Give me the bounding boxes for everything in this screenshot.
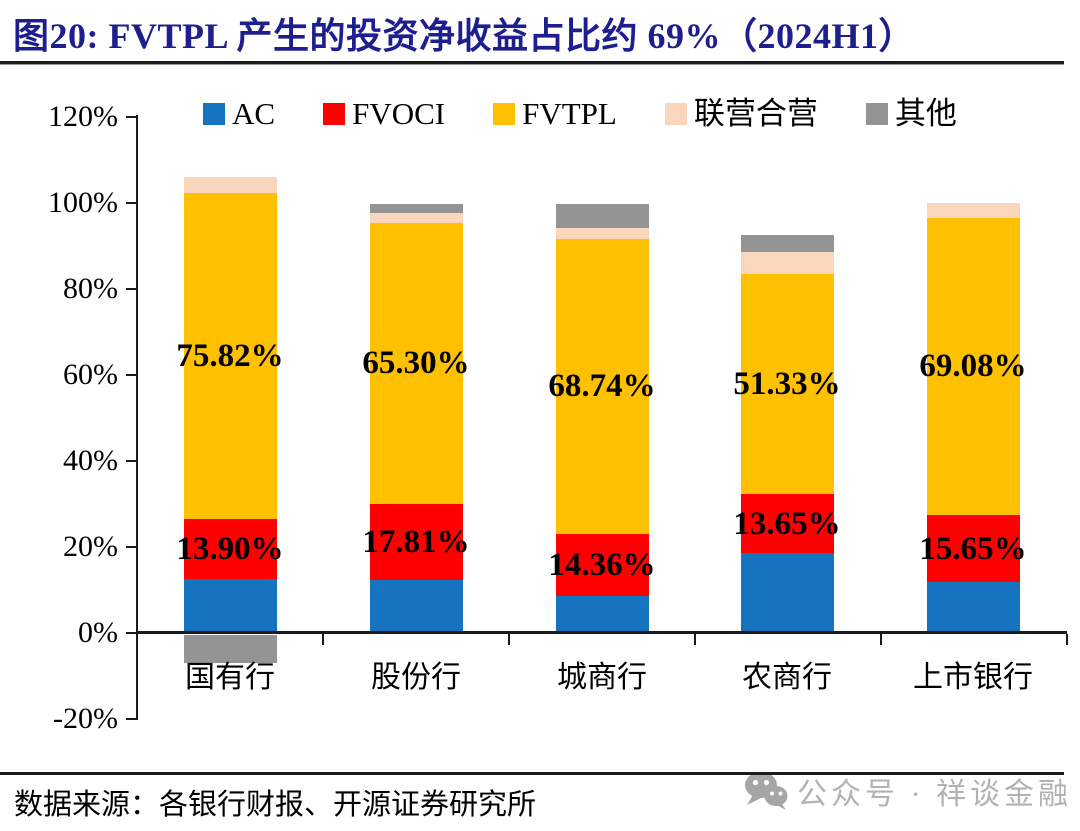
bar-segment-AC [369,580,463,633]
bar-segment-联营合营 [369,213,463,223]
legend-swatch [664,103,687,125]
y-axis-tick [126,202,136,204]
bar-value-label: 17.81% [362,523,470,560]
y-axis-tick [126,288,136,290]
bar-segment-其他 [740,234,834,252]
x-axis-tick [322,634,324,645]
bar-segment-FVOCI [555,534,649,596]
bar-segment-FVOCI [740,494,834,553]
legend-swatch [865,103,888,125]
y-tick-label: 20% [63,530,118,563]
bar-segment-FVTPL [555,238,649,535]
legend-item-联营合营: 联营合营 [664,96,818,132]
title-divider [0,61,1064,65]
category-label: 上市银行 [913,661,1033,694]
y-axis-tick [126,116,136,118]
bar-segment-联营合营 [926,203,1020,218]
bar-segment-联营合营 [740,251,834,274]
x-axis-line [136,631,1067,634]
bar-value-label: 65.30% [362,345,470,382]
bar-value-label: 69.08% [919,348,1027,385]
x-axis-tick [508,634,510,645]
bar-segment-AC [740,553,834,633]
y-tick-label: 80% [63,272,118,305]
y-tick-label: 100% [48,186,118,219]
legend-item-FVTPL: FVTPL [493,96,617,132]
bar-segment-FVTPL [183,193,277,520]
bar-segment-其他 [369,203,463,214]
wechat-icon [745,772,788,810]
bar-value-label: 51.33% [733,365,841,402]
y-axis-tick [126,460,136,462]
category-label: 国有行 [185,661,275,694]
data-source-text: 数据来源：各银行财报、开源证券研究所 [14,789,537,821]
bar-value-label: 68.74% [548,368,656,405]
legend-item-AC: AC [203,96,275,132]
category-label: 股份行 [371,661,461,694]
bar-segment-FVTPL [740,273,834,495]
bar-value-label: 14.36% [548,547,656,584]
bar-segment-AC [555,596,649,633]
x-axis-tick [1066,634,1068,645]
y-axis-tick [126,718,136,720]
bar-segment-联营合营 [555,227,649,239]
bar-value-label: 13.90% [176,530,284,567]
chart-legend: AC FVOCI FVTPL 联营合营 其他 [203,96,957,132]
bar-segment-FVOCI [926,514,1020,583]
legend-label: 其他 [894,96,957,131]
category-label: 农商行 [742,661,832,694]
bar-segment-其他 [183,635,277,663]
bar-value-label: 13.65% [733,505,841,542]
bar-value-label: 15.65% [919,530,1027,567]
footer-divider [0,772,1064,775]
chart-title: 图20: FVTPL 产生的投资净收益占比约 69%（2024H1） [13,16,916,56]
bar-segment-AC [183,578,277,633]
legend-swatch [493,103,516,125]
legend-label: AC [232,96,276,131]
y-tick-label: 120% [48,100,118,133]
bar-segment-联营合营 [183,176,277,193]
bar-segment-FVTPL [926,217,1020,515]
legend-label: FVOCI [352,96,446,131]
x-axis-tick [136,634,138,645]
bar-segment-FVOCI [183,519,277,579]
y-axis-tick [126,374,136,376]
x-axis-tick [694,634,696,645]
legend-item-FVOCI: FVOCI [323,96,445,132]
watermark: 公众号 · 祥谈金融 [744,769,1072,813]
legend-swatch [203,103,225,125]
legend-label: FVTPL [522,96,617,131]
legend-swatch [323,103,346,125]
legend-label: 联营合营 [693,96,818,131]
y-tick-label: 60% [63,358,118,391]
y-axis-tick [126,632,136,634]
y-tick-label: 40% [63,444,118,477]
bar-segment-FVTPL [369,222,463,504]
y-tick-label: 0% [78,616,118,649]
x-axis-tick [880,634,882,645]
bar-value-label: 75.82% [176,338,284,375]
category-label: 城商行 [557,661,647,694]
bar-segment-其他 [555,203,649,228]
bar-segment-AC [926,582,1020,633]
y-axis-line [136,115,138,720]
y-tick-label: -20% [53,702,118,735]
watermark-text: 公众号 · 祥谈金融 [797,778,1072,811]
legend-item-其他: 其他 [865,96,957,132]
y-axis-tick [126,546,136,548]
bar-segment-FVOCI [369,503,463,581]
